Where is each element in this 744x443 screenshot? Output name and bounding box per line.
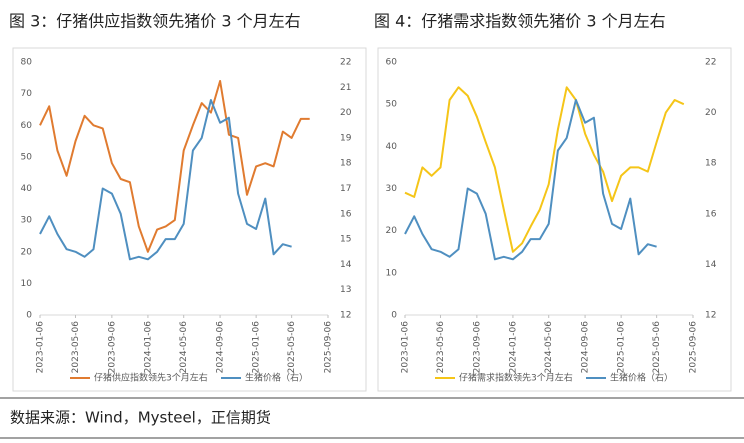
- y-tick-label: 80: [21, 58, 33, 68]
- y-tick-label: 20: [21, 247, 33, 257]
- y2-tick-label: 18: [705, 159, 717, 169]
- source: 数据来源：Wind，Mysteel，正信期货: [10, 409, 271, 427]
- y-tick-label: 60: [386, 58, 398, 68]
- y2-tick-label: 22: [705, 58, 716, 68]
- y2-tick-label: 17: [340, 184, 351, 194]
- x-tick-label: 2024-05-06: [179, 321, 189, 374]
- chart-title: 图 4：仔猪需求指数领先猪价 3 个月左右: [374, 12, 666, 31]
- series-line: [404, 86, 685, 253]
- y-tick-label: 70: [21, 89, 33, 99]
- x-tick-label: 2024-09-06: [216, 321, 226, 374]
- x-tick-label: 2023-01-06: [401, 321, 411, 374]
- y-tick-label: 0: [26, 311, 32, 321]
- x-tick-label: 2024-09-06: [581, 321, 591, 374]
- series-line: [404, 99, 657, 261]
- y2-tick-label: 18: [340, 159, 352, 169]
- y2-tick-label: 14: [705, 260, 717, 270]
- x-tick-label: 2025-09-06: [689, 321, 699, 374]
- x-tick-label: 2023-09-06: [472, 321, 482, 374]
- chart-frame: [12, 47, 367, 392]
- chart-frame: [377, 47, 732, 392]
- legend-label: 仔猪供应指数领先3个月左右: [94, 372, 208, 384]
- y-tick-label: 60: [21, 121, 33, 131]
- x-tick-label: 2024-05-06: [544, 321, 554, 374]
- y2-tick-label: 20: [705, 108, 717, 118]
- y2-tick-label: 12: [705, 311, 716, 321]
- x-tick-label: 2023-01-06: [36, 321, 46, 374]
- y2-tick-label: 16: [705, 209, 717, 219]
- y2-tick-label: 12: [340, 311, 351, 321]
- x-tick-label: 2025-01-06: [617, 321, 627, 374]
- y-tick-label: 0: [391, 311, 397, 321]
- y2-tick-label: 15: [340, 235, 351, 245]
- x-tick-label: 2024-01-06: [143, 321, 153, 374]
- y-tick-label: 20: [386, 226, 398, 236]
- y2-tick-label: 22: [340, 58, 351, 68]
- series-line: [39, 80, 310, 253]
- x-tick-label: 2024-01-06: [508, 321, 518, 374]
- y2-tick-label: 13: [340, 285, 351, 295]
- x-tick-label: 2025-05-06: [652, 321, 662, 374]
- x-tick-label: 2025-01-06: [252, 321, 262, 374]
- x-tick-label: 2023-09-06: [107, 321, 117, 374]
- chart-title: 图 3：仔猪供应指数领先猪价 3 个月左右: [9, 12, 301, 31]
- y-tick-label: 50: [386, 100, 398, 110]
- y2-tick-label: 21: [340, 83, 351, 93]
- y-tick-label: 40: [21, 184, 33, 194]
- legend-label: 生猪价格（右）: [245, 372, 308, 384]
- x-tick-label: 2023-05-06: [71, 321, 81, 374]
- series-line: [39, 99, 292, 261]
- y2-tick-label: 14: [340, 260, 352, 270]
- x-tick-label: 2025-09-06: [324, 321, 334, 374]
- x-tick-label: 2023-05-06: [436, 321, 446, 374]
- legend-label: 生猪价格（右）: [610, 372, 673, 384]
- y-tick-label: 50: [21, 152, 33, 162]
- x-tick-label: 2025-05-06: [287, 321, 297, 374]
- y-tick-label: 30: [21, 216, 33, 226]
- y2-tick-label: 16: [340, 209, 352, 219]
- y-tick-label: 40: [386, 142, 398, 152]
- legend-label: 仔猪需求指数领先3个月左右: [459, 372, 573, 384]
- y-tick-label: 10: [21, 279, 33, 289]
- y-tick-label: 30: [386, 184, 398, 194]
- y2-tick-label: 20: [340, 108, 352, 118]
- y2-tick-label: 19: [340, 133, 352, 143]
- y-tick-label: 10: [386, 268, 398, 278]
